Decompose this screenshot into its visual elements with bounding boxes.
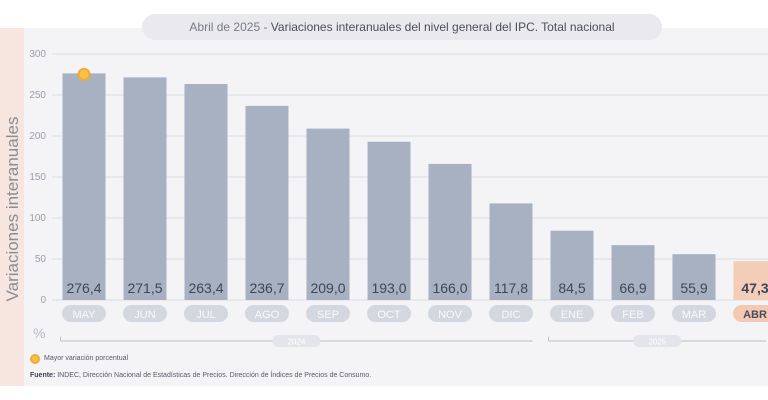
data-label: 236,7 (249, 280, 284, 296)
category-pill (184, 305, 228, 322)
y-tick-label: 0 (40, 295, 46, 306)
bar (123, 77, 167, 301)
y-tick-label: 200 (29, 131, 46, 142)
bar (672, 254, 716, 300)
category-pill (489, 305, 533, 322)
bar (550, 230, 594, 300)
y-tick-label: 300 (29, 49, 46, 60)
data-label: 263,4 (188, 280, 223, 296)
y-tick-label: 150 (29, 172, 46, 183)
source-note: Fuente: INDEC, Dirección Nacional de Est… (30, 372, 371, 379)
x-tick-label: MAR (682, 309, 707, 321)
legend-label: Mayor variación porcentual (44, 355, 129, 362)
year-label-pill (633, 335, 682, 347)
data-label: 209,0 (310, 280, 345, 296)
bar (184, 84, 228, 301)
bar (62, 73, 106, 301)
source-label: Fuente: (30, 372, 56, 379)
chart-title: Abril de 2025 - Variaciones interanuales… (142, 14, 662, 40)
data-label: 166,0 (432, 280, 467, 296)
x-tick-label: NOV (438, 309, 463, 321)
data-label: 55,9 (680, 280, 707, 296)
source-text: INDEC, Dirección Nacional de Estadística… (57, 372, 372, 379)
bar (611, 245, 655, 300)
data-label: 66,9 (619, 280, 646, 296)
y-unit-label: % (33, 325, 45, 341)
x-tick-label: AGO (255, 309, 280, 321)
legend: Mayor variación porcentual (30, 353, 128, 365)
bar (489, 203, 533, 300)
chart-title-main: Variaciones interanuales del nivel gener… (270, 20, 615, 34)
x-tick-label: JUN (134, 309, 155, 321)
y-tick-label: 250 (29, 90, 46, 101)
category-pill (245, 305, 289, 322)
bar (733, 261, 768, 300)
y-tick-label: 50 (35, 254, 47, 265)
category-pill (306, 305, 350, 322)
bar (306, 128, 350, 300)
y-tick-label: 100 (29, 213, 46, 224)
year-label-pill (272, 335, 321, 347)
x-tick-label: OCT (377, 309, 401, 321)
category-pill (733, 305, 768, 322)
year-label: 2024 (288, 338, 306, 347)
max-variation-marker-icon (30, 354, 40, 364)
bar (428, 163, 472, 300)
category-pill (62, 305, 106, 322)
axis-side-strip (0, 28, 24, 386)
max-value-marker (77, 67, 91, 81)
category-pill (428, 305, 472, 322)
data-label: 117,8 (494, 280, 528, 296)
x-tick-label: FEB (622, 309, 643, 321)
data-label: 271,5 (127, 280, 162, 296)
data-label: 276,4 (66, 280, 101, 296)
category-pill (611, 305, 655, 322)
category-pill (550, 305, 594, 322)
data-label: 84,5 (558, 280, 585, 296)
x-tick-label: MAY (72, 309, 96, 321)
data-label: 193,0 (371, 280, 406, 296)
data-label: 47,3 (741, 280, 768, 296)
category-pill (123, 305, 167, 322)
bar (245, 105, 289, 300)
bar (367, 141, 411, 300)
chart-title-prefix: Abril de 2025 - (189, 20, 268, 34)
x-tick-label: ENE (561, 309, 584, 321)
year-label: 2025 (648, 338, 666, 347)
x-tick-label: ABR (743, 309, 767, 321)
x-tick-label: DIC (502, 309, 521, 321)
x-tick-label: SEP (317, 309, 339, 321)
category-pill (367, 305, 411, 322)
x-tick-label: JUL (196, 309, 216, 321)
category-pill (672, 305, 716, 322)
